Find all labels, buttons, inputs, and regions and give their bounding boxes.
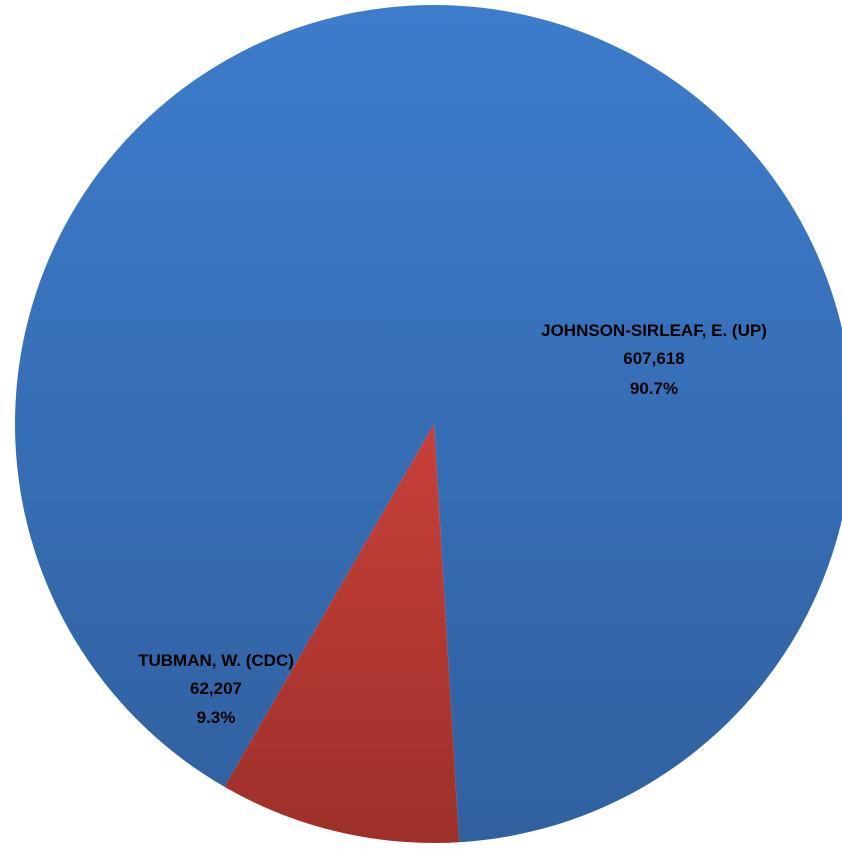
slice-value-johnson-sirleaf: 607,618	[623, 349, 684, 368]
slice-label-johnson-sirleaf: JOHNSON-SIRLEAF, E. (UP)	[541, 321, 767, 340]
slice-value-tubman: 62,207	[190, 679, 242, 698]
slice-label-tubman: TUBMAN, W. (CDC)	[138, 651, 294, 670]
pie-slice-johnson-sirleaf	[15, 5, 842, 843]
slice-percent-johnson-sirleaf: 90.7%	[630, 379, 678, 398]
pie-slices	[15, 5, 842, 843]
slice-percent-tubman: 9.3%	[197, 708, 236, 727]
pie-slice-tubman	[224, 424, 460, 843]
pie-data-labels: JOHNSON-SIRLEAF, E. (UP) 607,618 90.7% T…	[138, 321, 767, 727]
